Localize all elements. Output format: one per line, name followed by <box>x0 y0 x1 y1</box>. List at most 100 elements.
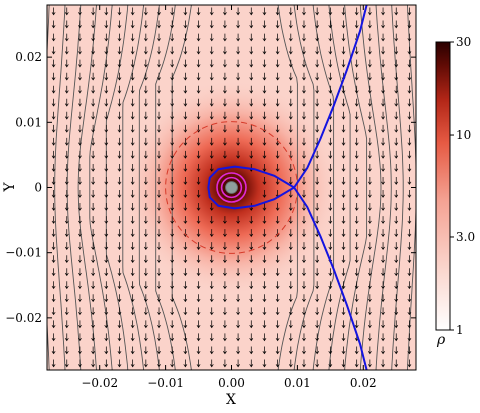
velocity-arrow <box>117 98 122 107</box>
velocity-arrow <box>288 7 293 16</box>
velocity-arrow <box>170 281 175 290</box>
velocity-arrow <box>328 294 333 303</box>
velocity-arrow <box>170 7 175 16</box>
velocity-arrow <box>394 190 399 198</box>
velocity-arrow <box>367 268 372 277</box>
velocity-arrow <box>394 333 399 342</box>
velocity-arrow <box>183 85 188 94</box>
velocity-arrow <box>249 255 254 264</box>
velocity-arrow <box>302 359 306 368</box>
velocity-arrow <box>130 320 135 329</box>
velocity-arrow <box>302 281 306 290</box>
velocity-arrow <box>249 111 254 120</box>
velocity-arrow <box>381 176 385 185</box>
velocity-arrow <box>288 333 293 342</box>
velocity-arrow <box>394 242 399 250</box>
velocity-arrow <box>288 59 293 68</box>
velocity-arrow <box>302 333 306 342</box>
velocity-arrow <box>143 98 148 107</box>
velocity-arrow <box>223 307 227 316</box>
velocity-arrow <box>209 98 214 107</box>
velocity-arrow <box>328 59 333 68</box>
velocity-arrow <box>170 216 175 224</box>
velocity-arrow <box>315 124 320 133</box>
velocity-arrow <box>249 137 254 146</box>
velocity-arrow <box>249 346 254 355</box>
velocity-arrow <box>51 346 56 355</box>
velocity-arrow <box>275 98 280 107</box>
velocity-arrow <box>262 242 267 250</box>
velocity-arrow <box>236 98 240 107</box>
velocity-arrow <box>288 255 293 264</box>
velocity-arrow <box>117 281 122 290</box>
velocity-arrow <box>117 124 122 133</box>
velocity-arrow <box>236 85 240 94</box>
velocity-arrow <box>328 216 333 224</box>
velocity-arrow <box>367 137 372 146</box>
velocity-arrow <box>104 268 109 277</box>
velocity-arrow <box>381 307 385 316</box>
velocity-arrow <box>104 320 109 329</box>
velocity-arrow <box>288 124 293 133</box>
velocity-arrow <box>315 7 320 16</box>
velocity-arrow <box>367 72 372 81</box>
velocity-arrow <box>157 229 161 237</box>
velocity-arrow <box>117 190 122 198</box>
velocity-arrow <box>64 359 69 368</box>
velocity-arrow <box>315 176 320 185</box>
velocity-arrow <box>249 7 254 16</box>
inner-circles <box>216 172 247 203</box>
velocity-arrow <box>236 333 240 342</box>
velocity-arrow <box>341 320 346 329</box>
velocity-arrow <box>157 59 161 68</box>
velocity-arrow <box>117 255 122 264</box>
velocity-arrow <box>143 307 148 316</box>
x-axis: −0.02 −0.01 0.00 0.01 0.02 <box>81 5 377 390</box>
x-tick-label: −0.02 <box>81 376 118 390</box>
velocity-arrow <box>157 46 161 55</box>
velocity-arrow <box>302 98 306 107</box>
velocity-arrow <box>223 359 227 368</box>
velocity-arrow <box>315 281 320 290</box>
velocity-arrow <box>407 242 412 250</box>
velocity-arrow <box>91 203 96 211</box>
velocity-arrow <box>236 20 240 29</box>
velocity-arrow <box>315 150 320 159</box>
velocity-arrow <box>143 294 148 303</box>
velocity-arrow <box>117 359 122 368</box>
velocity-arrow <box>130 33 135 42</box>
velocity-arrow <box>104 242 109 250</box>
velocity-arrow <box>130 359 135 368</box>
velocity-arrow <box>288 33 293 42</box>
velocity-arrow <box>367 216 372 224</box>
velocity-arrow <box>381 137 385 146</box>
velocity-arrow <box>64 346 69 355</box>
velocity-arrow <box>170 333 175 342</box>
velocity-arrow <box>157 150 161 159</box>
velocity-arrow <box>394 111 399 120</box>
velocity-arrow <box>275 85 280 94</box>
velocity-arrow <box>236 150 240 159</box>
velocity-arrow <box>117 346 122 355</box>
velocity-arrow <box>367 320 372 329</box>
velocity-arrow <box>117 320 122 329</box>
velocity-arrow <box>341 124 346 133</box>
velocity-arrow <box>130 72 135 81</box>
colorbar-tick-label: 30 <box>456 35 471 49</box>
velocity-arrow <box>381 85 385 94</box>
velocity-arrow <box>367 176 372 185</box>
velocity-arrow <box>104 111 109 120</box>
velocity-arrow <box>183 46 188 55</box>
velocity-arrow <box>262 229 267 237</box>
velocity-arrow <box>117 72 122 81</box>
colorbar: 1 3.0 10 30 ρ <box>435 35 475 348</box>
velocity-arrow <box>236 216 240 224</box>
velocity-arrow <box>407 59 412 68</box>
velocity-arrow <box>104 20 109 29</box>
velocity-arrow <box>262 216 267 224</box>
velocity-arrow <box>407 229 412 237</box>
velocity-arrow <box>367 163 372 172</box>
velocity-arrow <box>223 98 227 107</box>
velocity-arrow <box>341 20 346 29</box>
velocity-arrow <box>91 46 96 55</box>
